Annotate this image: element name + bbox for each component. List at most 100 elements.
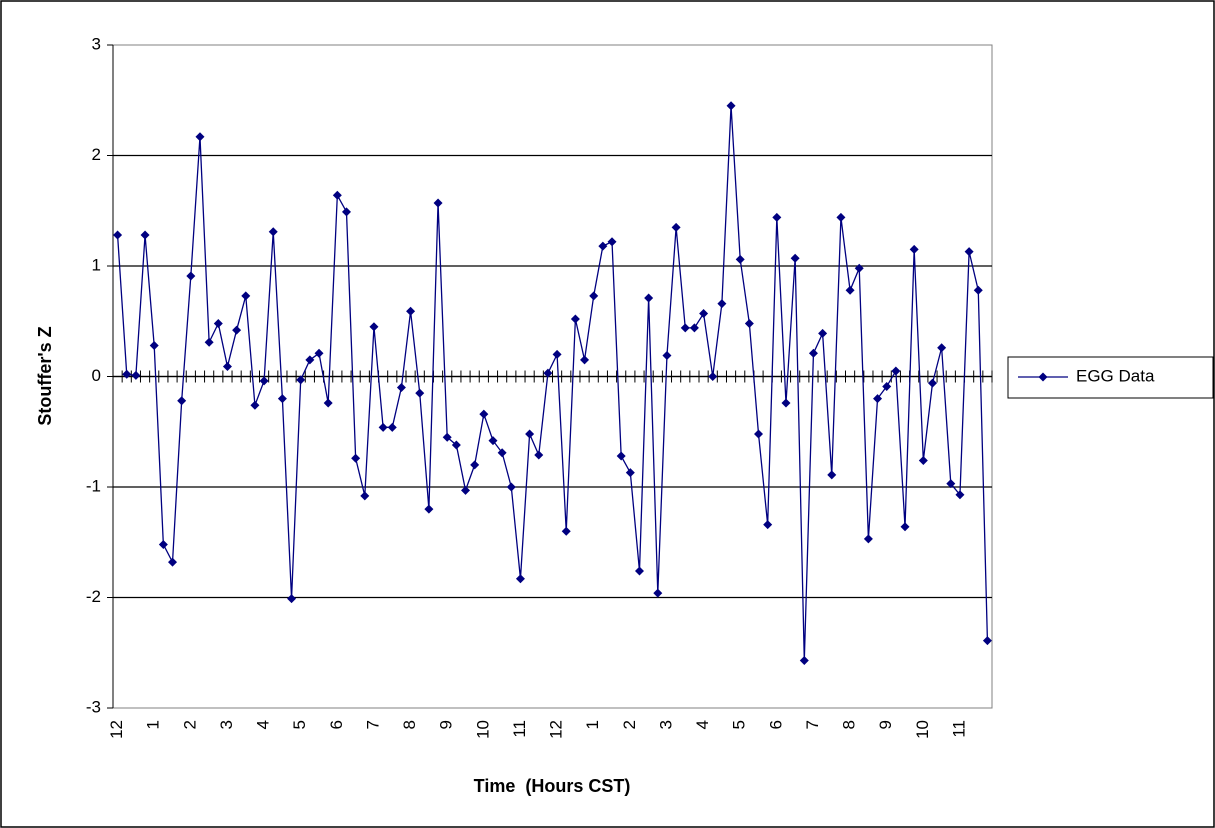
data-point bbox=[671, 222, 681, 232]
data-point bbox=[525, 429, 535, 439]
x-tick-label: 11 bbox=[949, 720, 968, 738]
data-point bbox=[818, 328, 828, 338]
data-point bbox=[772, 212, 782, 222]
data-point bbox=[360, 491, 370, 501]
data-point bbox=[763, 520, 773, 530]
x-tick-label: 12 bbox=[107, 720, 126, 739]
data-point bbox=[946, 479, 956, 489]
y-tick-label: -2 bbox=[86, 587, 101, 606]
y-tick-label: 2 bbox=[92, 145, 101, 164]
data-point bbox=[158, 539, 168, 549]
data-point bbox=[717, 299, 727, 309]
x-tick-label: 10 bbox=[473, 720, 492, 739]
data-point bbox=[259, 376, 269, 386]
data-point bbox=[177, 396, 187, 406]
data-point bbox=[287, 594, 297, 604]
data-point bbox=[680, 323, 690, 333]
x-tick-label: 1 bbox=[583, 720, 602, 729]
data-point bbox=[726, 101, 736, 111]
x-tick-label: 6 bbox=[766, 720, 785, 729]
data-line bbox=[116, 105, 989, 661]
data-point bbox=[341, 207, 351, 217]
y-tick-label: -1 bbox=[86, 476, 101, 495]
x-tick-label: 3 bbox=[217, 720, 236, 729]
data-point bbox=[589, 291, 599, 301]
data-point bbox=[900, 522, 910, 532]
data-point bbox=[506, 482, 516, 492]
data-point bbox=[406, 306, 416, 316]
data-point bbox=[332, 190, 342, 200]
data-point bbox=[433, 198, 443, 208]
data-point bbox=[744, 318, 754, 328]
x-tick-label: 4 bbox=[254, 720, 273, 729]
data-point bbox=[314, 348, 324, 358]
data-point bbox=[689, 323, 699, 333]
data-point bbox=[461, 485, 471, 495]
data-point bbox=[195, 132, 205, 142]
y-tick-label: 1 bbox=[92, 255, 101, 274]
data-point bbox=[827, 470, 837, 480]
data-point bbox=[149, 341, 159, 351]
x-tick-label: 5 bbox=[730, 720, 749, 729]
data-point bbox=[708, 372, 718, 381]
data-point bbox=[937, 343, 947, 353]
data-point bbox=[204, 337, 214, 347]
data-point bbox=[213, 318, 223, 328]
x-tick-label: 9 bbox=[437, 720, 456, 729]
data-point bbox=[854, 263, 864, 273]
data-point bbox=[323, 398, 333, 408]
x-tick-label: 3 bbox=[656, 720, 675, 729]
x-tick-label: 8 bbox=[840, 720, 859, 729]
legend-marker bbox=[1038, 372, 1048, 382]
x-tick-label: 8 bbox=[400, 720, 419, 729]
data-point bbox=[232, 325, 242, 335]
data-point bbox=[799, 655, 809, 665]
data-point bbox=[790, 253, 800, 263]
data-point bbox=[186, 271, 196, 281]
data-point bbox=[973, 285, 983, 295]
data-point bbox=[305, 355, 315, 365]
data-point bbox=[122, 369, 132, 379]
x-axis-title: Time (Hours CST) bbox=[474, 776, 631, 796]
data-point bbox=[451, 440, 461, 450]
data-point bbox=[570, 314, 580, 324]
data-point bbox=[964, 247, 974, 257]
data-point bbox=[882, 381, 892, 391]
data-point bbox=[296, 375, 306, 385]
data-point bbox=[927, 378, 937, 388]
data-point bbox=[222, 362, 232, 372]
data-point bbox=[140, 230, 150, 240]
data-point bbox=[479, 409, 489, 419]
data-point bbox=[250, 400, 260, 410]
x-tick-label: 1 bbox=[144, 720, 163, 729]
data-point bbox=[415, 388, 425, 398]
x-tick-label: 10 bbox=[913, 720, 932, 739]
data-point bbox=[735, 254, 745, 264]
data-point bbox=[561, 526, 571, 536]
data-point bbox=[396, 383, 406, 393]
data-point bbox=[268, 227, 278, 237]
data-point bbox=[580, 355, 590, 365]
data-point bbox=[241, 291, 251, 301]
data-point bbox=[891, 366, 901, 376]
data-point bbox=[378, 422, 388, 432]
y-tick-label: 0 bbox=[92, 366, 101, 385]
data-point bbox=[607, 237, 617, 247]
x-tick-label: 6 bbox=[327, 720, 346, 729]
x-tick-label: 4 bbox=[693, 720, 712, 729]
x-tick-label: 12 bbox=[547, 720, 566, 739]
data-point bbox=[488, 436, 498, 446]
x-tick-label: 11 bbox=[510, 720, 529, 738]
data-point bbox=[653, 588, 663, 598]
data-point bbox=[168, 557, 178, 567]
y-tick-label: 3 bbox=[92, 34, 101, 53]
data-point bbox=[625, 468, 635, 478]
x-tick-label: 5 bbox=[290, 720, 309, 729]
data-point bbox=[754, 429, 764, 439]
data-point bbox=[982, 636, 992, 646]
data-point bbox=[277, 394, 287, 404]
data-point bbox=[616, 451, 626, 461]
data-point bbox=[873, 394, 883, 404]
data-point bbox=[598, 241, 608, 251]
